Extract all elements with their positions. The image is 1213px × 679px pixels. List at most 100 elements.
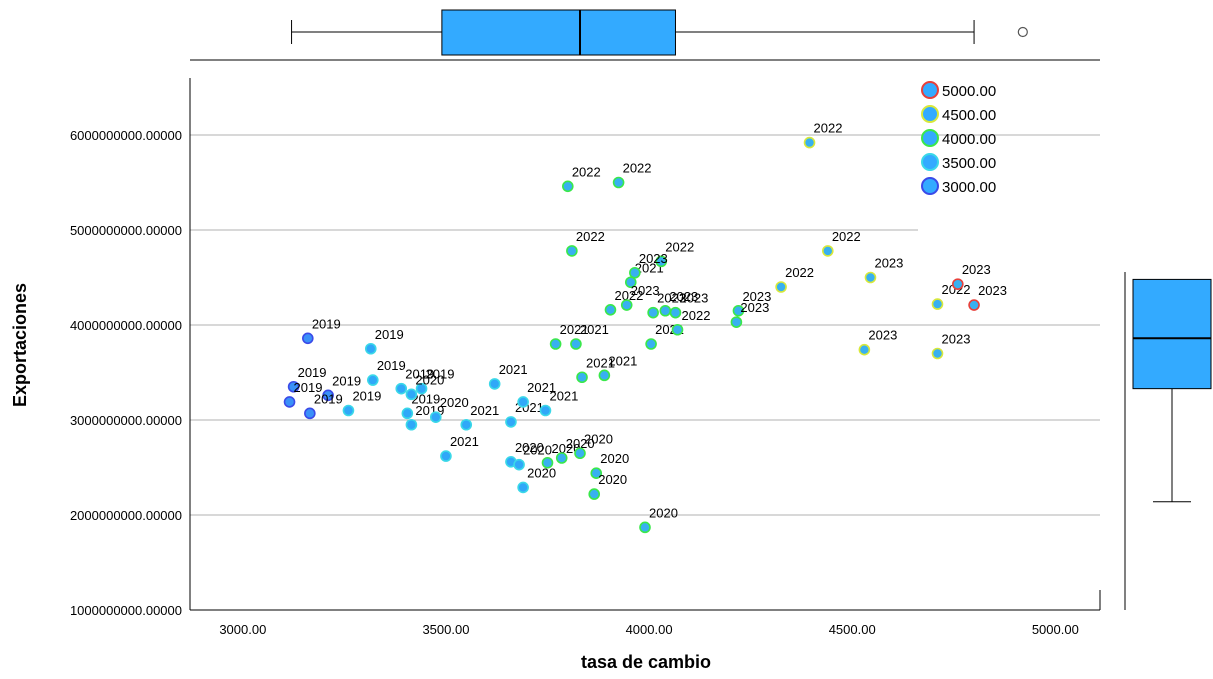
legend-marker [921,129,939,147]
point-label: 2022 [623,161,652,176]
point-label: 2023 [978,283,1007,298]
point-label: 2019 [298,365,327,380]
data-point [517,481,529,494]
y-tick-label: 5000000000.00000 [70,223,182,238]
x-axis-title: tasa de cambio [581,652,711,672]
point-label: 2020 [527,465,556,480]
data-point [302,332,314,345]
point-label: 2020 [649,505,678,520]
box-iqr [1132,278,1212,390]
box-outlier [1017,26,1028,38]
data-point [440,450,452,462]
data-point [803,136,816,149]
data-point [405,388,418,401]
data-point [952,278,964,290]
point-label: 2021 [608,353,637,368]
data-point [460,418,473,431]
point-label: 2023 [669,289,698,304]
legend: 5000.00 4500.00 4000.00 3500.00 3000.00 [921,81,996,196]
data-point [513,458,525,471]
data-point [629,266,641,279]
point-label: 2019 [411,391,440,406]
y-tick-label: 2000000000.00000 [70,508,182,523]
point-label: 2021 [527,380,556,395]
point-label: 2021 [470,403,499,418]
data-point [645,338,657,350]
data-point [604,303,617,316]
data-point [505,416,517,428]
box-iqr [441,9,676,56]
data-point [647,306,659,319]
point-label: 2023 [742,289,771,304]
point-label: 2019 [375,327,404,342]
point-label: 2023 [639,251,668,266]
x-tick-label: 3000.00 [219,622,266,637]
legend-label: 3500.00 [942,155,996,172]
point-label: 2019 [314,391,343,406]
data-point [588,488,601,500]
data-point [671,323,684,336]
point-label: 2022 [665,239,694,254]
y-axis-title: Exportaciones [10,283,30,407]
point-label: 2023 [874,256,903,271]
point-label: 2021 [586,355,615,370]
data-point [555,452,568,464]
data-point [655,255,668,268]
data-point [283,396,296,408]
point-label: 2023 [962,262,991,277]
data-point [730,316,743,328]
data-point [562,180,574,193]
data-point [367,374,379,386]
data-point [539,404,552,417]
legend-marker [921,81,939,99]
data-point [590,467,603,480]
point-label: 2021 [560,322,589,337]
data-point [517,396,529,408]
point-label: 2022 [572,164,601,179]
data-point [669,306,682,319]
legend-marker [921,177,939,195]
data-point [624,276,637,289]
data-point [931,347,944,360]
data-point [541,456,554,469]
point-label: 2022 [785,265,814,280]
point-label: 2023 [657,291,686,306]
data-point [304,407,316,420]
point-label: 2022 [576,229,605,244]
data-point [598,369,611,382]
point-label: 2019 [377,358,406,373]
point-label: 2019 [312,316,341,331]
x-axis-ticks: 3000.00 3500.00 4000.00 4500.00 5000.00 [219,622,1079,637]
data-point [570,338,582,350]
data-point [401,407,414,420]
y-tick-label: 1000000000.00000 [70,603,182,618]
data-point [639,521,651,534]
point-label: 2022 [814,121,843,136]
point-label: 2020 [584,431,613,446]
point-label: 2020 [523,443,552,458]
data-point [612,176,625,189]
point-label: 2019 [294,380,323,395]
data-point [931,298,944,310]
data-point [566,245,578,257]
data-point [549,338,562,350]
data-point [864,271,877,284]
y-axis-ticks: 1000000000.00000 2000000000.00000 30000000… [70,128,182,618]
point-label: 2022 [682,308,711,323]
y-tick-label: 6000000000.00000 [70,128,182,143]
point-label: 2019 [426,367,455,382]
point-label: 2020 [515,440,544,455]
data-point [576,371,588,384]
point-label: 2020 [600,451,629,466]
data-point [415,382,428,395]
legend-marker [921,105,939,123]
gridlines [190,134,1100,516]
point-label: 2021 [450,434,479,449]
data-point [364,342,377,355]
data-point [287,380,300,393]
data-point [775,281,787,293]
data-point [405,418,418,431]
data-point [620,299,633,311]
